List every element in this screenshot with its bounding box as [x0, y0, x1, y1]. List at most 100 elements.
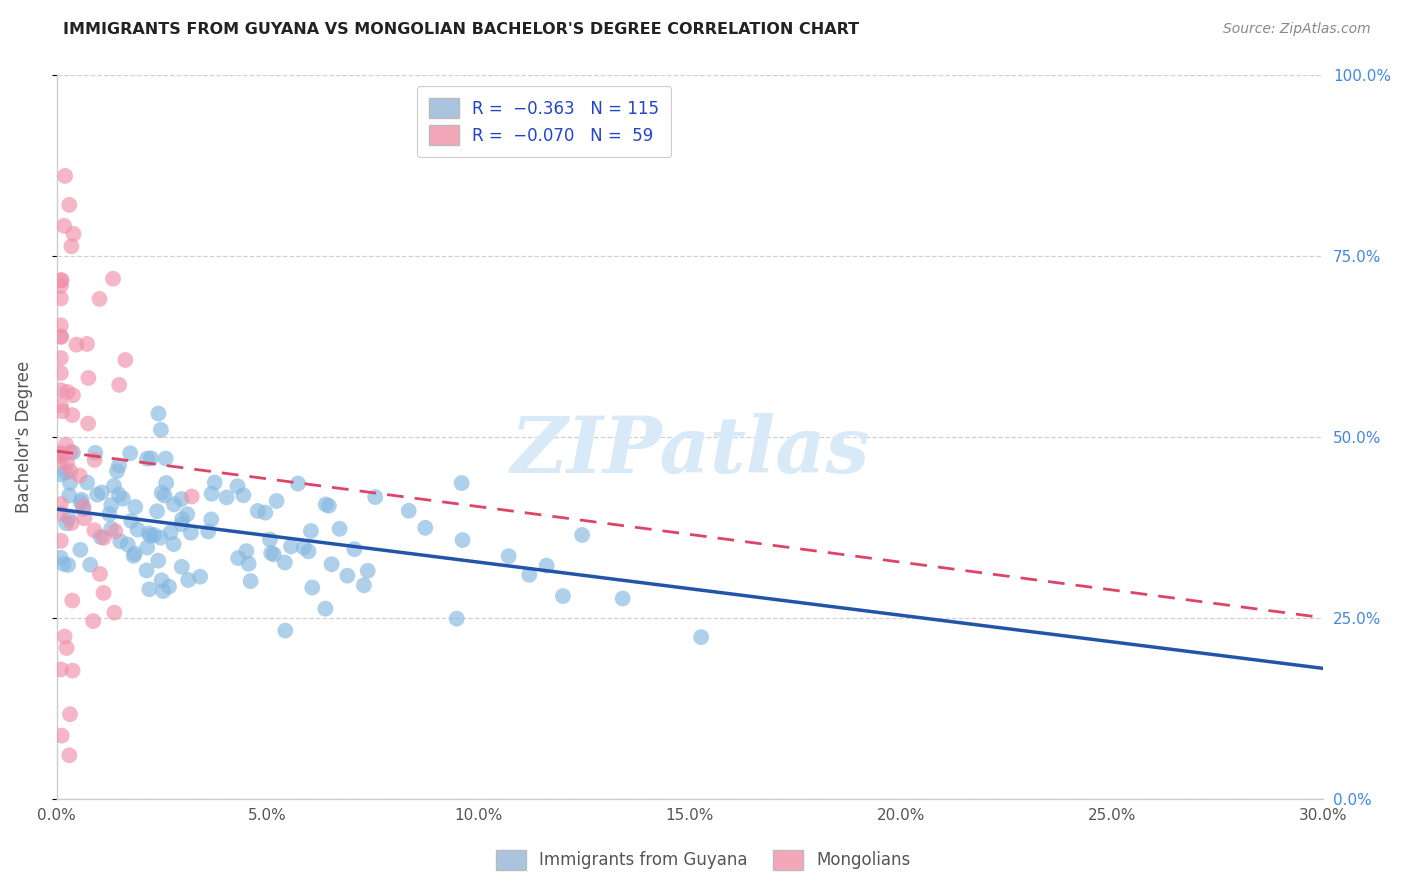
Point — [100, 498, 122, 512]
Point — [239, 574, 262, 588]
Point — [108, 458, 131, 473]
Point — [51, 330, 73, 344]
Point — [120, 514, 142, 528]
Point — [188, 570, 211, 584]
Point — [357, 564, 380, 578]
Point — [343, 542, 366, 557]
Point — [49, 447, 72, 461]
Legend: Immigrants from Guyana, Mongolians: Immigrants from Guyana, Mongolians — [489, 843, 917, 877]
Point — [114, 353, 136, 368]
Point — [70, 492, 93, 507]
Point — [159, 525, 181, 540]
Point — [49, 497, 72, 511]
Point — [65, 337, 87, 351]
Point — [180, 490, 202, 504]
Point — [72, 500, 94, 514]
Point — [152, 584, 174, 599]
Point — [150, 574, 173, 588]
Point — [93, 531, 115, 545]
Point — [260, 546, 283, 560]
Point — [149, 531, 172, 545]
Point — [69, 495, 91, 509]
Point — [170, 491, 193, 506]
Point — [83, 523, 105, 537]
Point — [215, 491, 238, 505]
Point — [336, 568, 359, 582]
Point — [101, 272, 124, 286]
Point — [89, 292, 111, 306]
Point — [52, 557, 75, 571]
Point — [536, 558, 558, 573]
Point — [398, 504, 420, 518]
Point — [301, 581, 323, 595]
Point — [49, 507, 72, 521]
Point — [149, 423, 172, 437]
Point — [136, 451, 159, 466]
Point — [58, 198, 80, 212]
Point — [69, 468, 91, 483]
Text: Source: ZipAtlas.com: Source: ZipAtlas.com — [1223, 22, 1371, 37]
Point — [62, 445, 84, 459]
Point — [60, 516, 83, 530]
Point — [59, 707, 82, 722]
Point — [72, 502, 94, 516]
Point — [136, 541, 159, 555]
Point — [60, 593, 83, 607]
Point — [138, 582, 160, 597]
Point — [232, 488, 254, 502]
Point — [111, 491, 134, 506]
Point — [120, 446, 142, 460]
Point — [200, 487, 222, 501]
Point — [103, 606, 125, 620]
Point — [58, 488, 80, 502]
Point — [135, 564, 157, 578]
Point — [49, 318, 72, 333]
Point — [82, 614, 104, 628]
Point — [315, 497, 337, 511]
Point — [170, 517, 193, 532]
Point — [163, 497, 186, 511]
Point — [58, 510, 80, 524]
Point — [49, 383, 72, 397]
Point — [280, 540, 302, 554]
Point — [180, 525, 202, 540]
Point — [49, 533, 72, 548]
Point — [69, 542, 91, 557]
Point — [62, 227, 84, 241]
Point — [56, 384, 79, 399]
Point — [49, 550, 72, 565]
Point — [79, 558, 101, 572]
Point — [60, 408, 83, 422]
Point — [571, 528, 593, 542]
Point — [235, 544, 257, 558]
Point — [353, 578, 375, 592]
Point — [200, 512, 222, 526]
Point — [122, 549, 145, 563]
Point — [254, 506, 277, 520]
Point — [274, 624, 297, 638]
Point — [56, 457, 79, 471]
Point — [59, 464, 82, 478]
Y-axis label: Bachelor's Degree: Bachelor's Degree — [15, 360, 32, 513]
Point — [117, 537, 139, 551]
Point — [148, 407, 170, 421]
Point — [49, 467, 72, 482]
Point — [287, 476, 309, 491]
Point — [49, 351, 72, 365]
Point — [108, 488, 131, 502]
Point — [105, 464, 128, 478]
Point — [690, 630, 713, 644]
Legend: R =  −0.363   N = 115, R =  −0.070   N =  59: R = −0.363 N = 115, R = −0.070 N = 59 — [418, 87, 671, 157]
Point — [90, 530, 112, 544]
Point — [450, 476, 472, 491]
Point — [153, 489, 176, 503]
Point — [263, 547, 285, 561]
Point — [86, 488, 108, 502]
Point — [297, 544, 319, 558]
Point — [150, 485, 173, 500]
Point — [321, 557, 343, 571]
Point — [127, 523, 149, 537]
Point — [55, 437, 77, 451]
Point — [517, 567, 540, 582]
Point — [73, 511, 96, 525]
